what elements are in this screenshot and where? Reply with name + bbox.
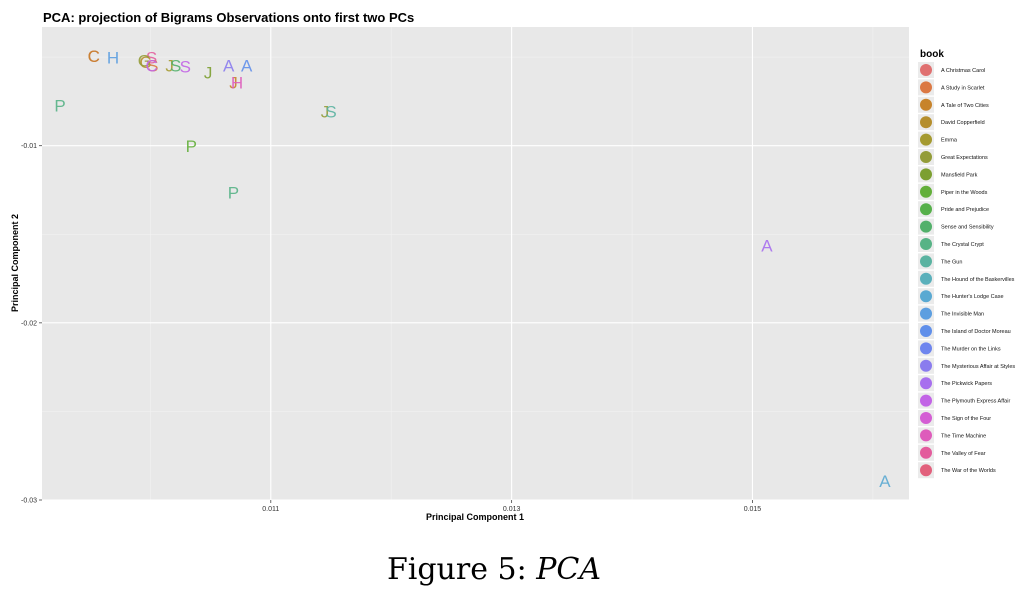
legend-swatch — [920, 64, 932, 76]
data-point: S — [170, 57, 181, 76]
legend-label: Pride and Prejudice — [941, 207, 989, 213]
legend-swatch — [920, 81, 932, 94]
x-tick-label: 0.011 — [262, 506, 279, 513]
legend-swatch — [920, 412, 932, 424]
legend-swatch — [920, 429, 932, 442]
data-point: G — [138, 52, 151, 71]
figure-caption-prefix: Figure 5: — [386, 552, 537, 587]
data-point: S — [146, 49, 157, 68]
x-tick-label: 0.013 — [503, 506, 521, 513]
legend-swatch — [920, 238, 932, 250]
y-tick-label: -0.02 — [21, 320, 37, 327]
legend-swatch — [920, 290, 932, 303]
legend-label: The Sign of the Four — [941, 416, 991, 422]
data-point: H — [231, 73, 243, 92]
data-point: A — [241, 57, 253, 76]
legend-label: Great Expectations — [941, 155, 988, 161]
data-point: J — [204, 64, 213, 83]
data-point: P — [54, 96, 65, 115]
legend-title: book — [920, 49, 944, 60]
legend-swatch — [920, 98, 932, 111]
y-tick-label: -0.01 — [21, 143, 37, 150]
data-point: C — [88, 47, 100, 66]
legend-label: Sense and Sensibility — [941, 225, 994, 231]
legend-swatch — [920, 446, 932, 459]
figure-caption: Figure 5: PCA — [0, 552, 988, 587]
data-point: A — [223, 57, 235, 76]
legend-swatch — [920, 255, 932, 268]
legend-label: The Invisible Man — [941, 312, 984, 318]
legend-label: The Pickwick Papers — [941, 381, 992, 387]
legend-label: The Murder on the Links — [941, 346, 1001, 352]
y-axis-title: Principal Component 2 — [10, 214, 20, 312]
y-axis-ticks: -0.01 -0.02 -0.03 — [21, 143, 42, 505]
legend: book A Christmas Carol A Study in Scarlet… — [914, 42, 1015, 482]
legend-swatch — [920, 342, 932, 355]
data-point: S — [325, 103, 336, 122]
data-point: C — [88, 47, 100, 66]
legend-label: David Copperfield — [941, 120, 985, 126]
grid-lines — [42, 27, 909, 501]
legend-label: The Hound of the Baskervilles — [941, 277, 1015, 283]
legend-swatch — [920, 377, 932, 390]
legend-label: The Hunter's Lodge Case — [941, 294, 1004, 300]
pca-scatter-chart: PCA: projection of Bigrams Observations … — [10, 10, 1015, 522]
data-point: A — [879, 472, 891, 491]
legend-swatch — [920, 307, 932, 320]
data-point: S — [180, 58, 191, 77]
legend-label: A Study in Scarlet — [941, 85, 985, 91]
data-point: S — [147, 57, 158, 76]
legend-swatch — [920, 168, 932, 181]
legend-swatch — [920, 394, 932, 407]
figure-caption-text: PCA — [536, 552, 602, 587]
legend-swatch — [920, 220, 932, 233]
legend-label: Piper in the Woods — [941, 190, 988, 196]
legend-swatch — [920, 325, 932, 337]
legend-items: A Christmas Carol A Study in Scarlet A Tal… — [918, 62, 1015, 479]
x-axis-ticks: 0.011 0.013 0.015 — [262, 500, 761, 513]
legend-label: The Valley of Fear — [941, 451, 986, 457]
legend-label: Mansfield Park — [941, 172, 978, 178]
legend-swatch — [920, 116, 932, 129]
legend-swatch — [920, 185, 932, 198]
legend-swatch — [920, 203, 932, 216]
legend-swatch — [920, 359, 932, 372]
legend-label: The Plymouth Express Affair — [941, 399, 1010, 405]
legend-label: The Time Machine — [941, 433, 986, 439]
data-point: H — [107, 49, 119, 68]
data-point: C — [139, 53, 151, 72]
plot-panel — [42, 27, 909, 500]
data-point: C — [145, 57, 157, 76]
data-point: P — [186, 137, 197, 156]
legend-swatch — [920, 151, 932, 163]
legend-label: The Mysterious Affair at Styles — [941, 364, 1015, 370]
legend-label: Emma — [941, 138, 958, 144]
data-point: A — [761, 236, 773, 255]
x-axis-title: Principal Component 1 — [426, 512, 524, 522]
data-point: J — [165, 57, 174, 76]
chart-title: PCA: projection of Bigrams Observations … — [43, 10, 414, 25]
data-point: J — [321, 103, 330, 122]
legend-label: A Christmas Carol — [941, 68, 985, 74]
data-point: J — [229, 73, 238, 92]
legend-swatch — [920, 272, 932, 285]
legend-label: A Tale of Two Cities — [941, 103, 989, 109]
legend-label: The Crystal Crypt — [941, 242, 984, 248]
x-tick-label: 0.015 — [744, 506, 762, 513]
legend-label: The Island of Doctor Moreau — [941, 329, 1011, 335]
legend-label: The Gun — [941, 259, 962, 265]
legend-swatch — [920, 464, 932, 477]
legend-swatch — [920, 133, 932, 146]
data-point: P — [228, 183, 239, 202]
legend-label: The War of the Worlds — [941, 468, 996, 474]
y-tick-label: -0.03 — [21, 498, 37, 505]
